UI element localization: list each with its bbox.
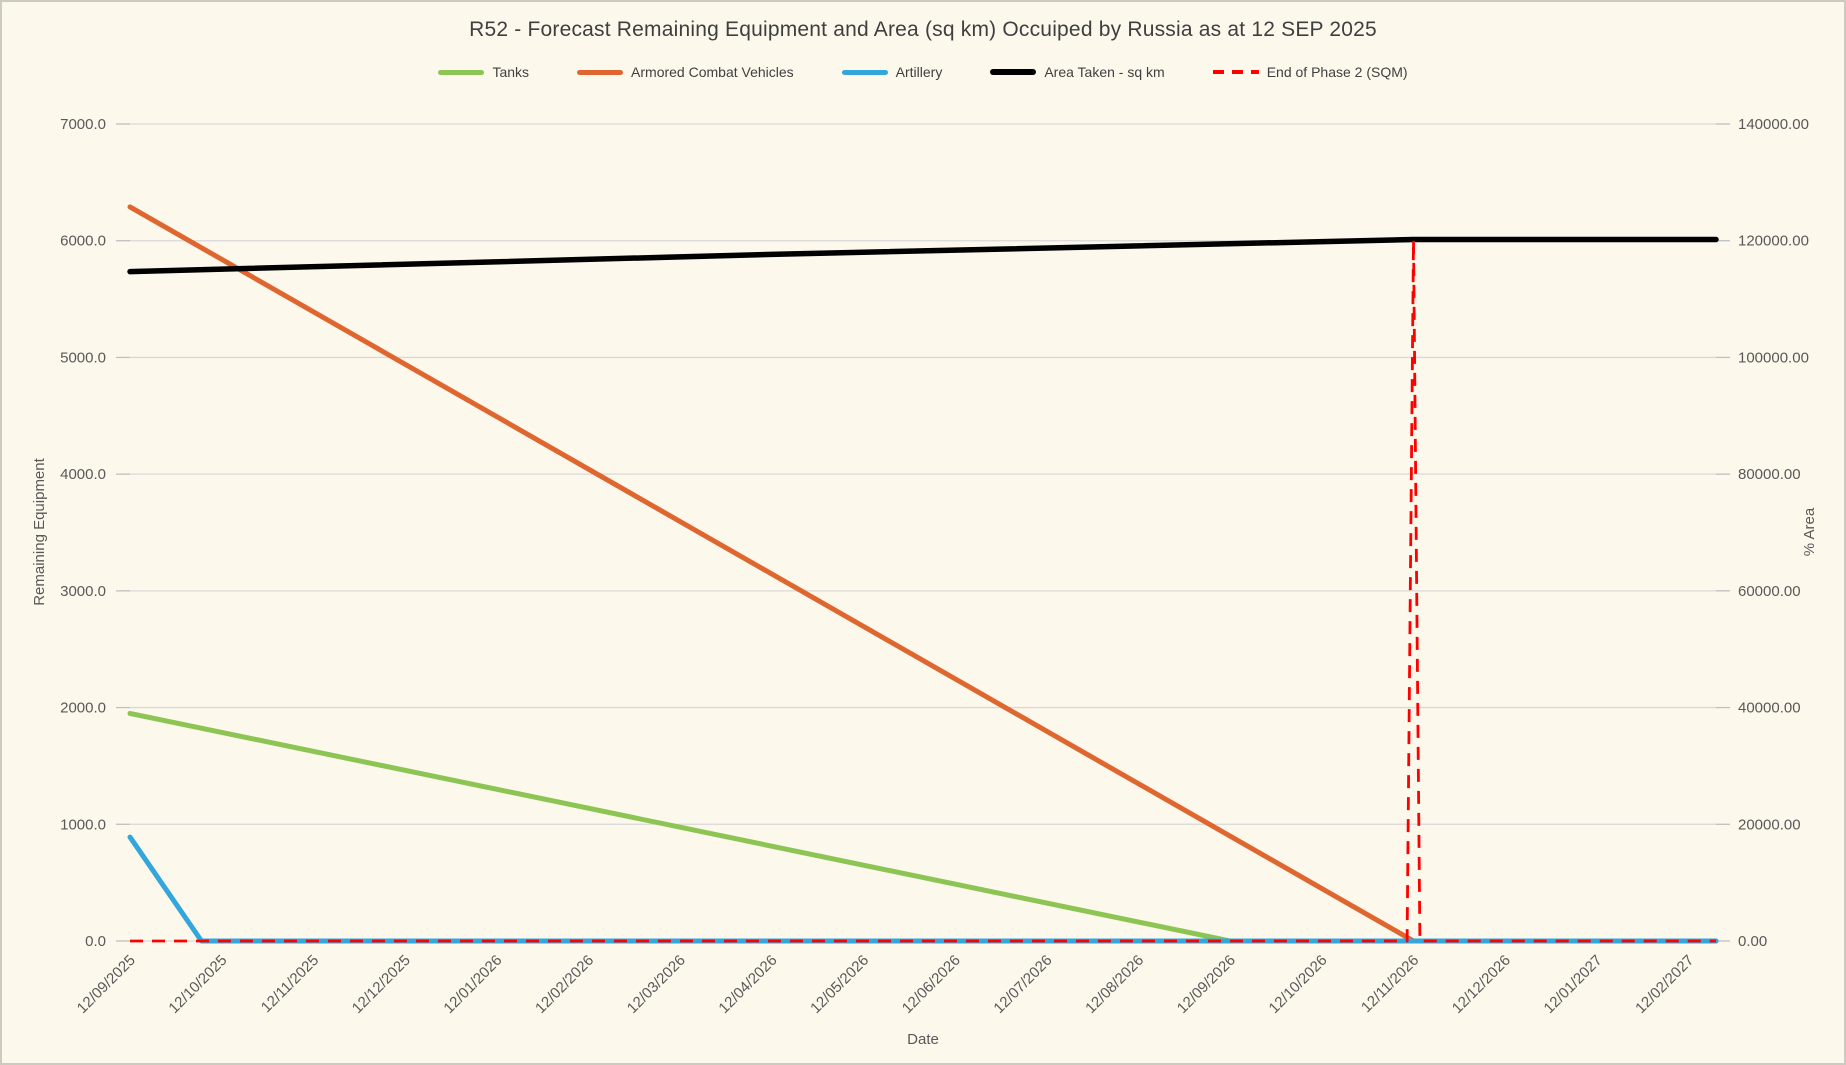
x-axis-tick-label: 12/08/2026 [1082, 952, 1147, 1017]
chart-title: R52 - Forecast Remaining Equipment and A… [469, 18, 1377, 41]
left-axis-tick-label: 7000.0 [60, 116, 106, 133]
x-axis-tick-label: 12/12/2026 [1449, 952, 1514, 1017]
right-axis-tick-label: 100000.00 [1738, 349, 1809, 366]
right-axis-tick-label: 80000.00 [1738, 466, 1801, 483]
legend-item-label: Tanks [492, 64, 530, 80]
left-axis-tick-label: 2000.0 [60, 700, 106, 717]
left-axis-title: Remaining Equipment [31, 457, 48, 605]
legend-item-label: Area Taken - sq km [1044, 64, 1165, 80]
left-axis-tick-label: 0.0 [85, 933, 106, 950]
x-axis-tick-label: 12/06/2026 [899, 952, 964, 1017]
x-axis-tick-label: 12/12/2025 [349, 952, 414, 1017]
right-axis-tick-label: 0.00 [1738, 933, 1767, 950]
x-axis-tick-label: 12/02/2026 [532, 952, 597, 1017]
legend-marker-line [577, 69, 624, 75]
series-line-end-of-phase-2-sqm [130, 238, 1716, 943]
left-axis-tick-label: 1000.0 [60, 816, 106, 833]
series-line-armored-combat-vehicles [127, 204, 1719, 944]
x-axis-title: Date [907, 1031, 939, 1048]
right-axis-tick-label: 40000.00 [1738, 700, 1801, 717]
chart-legend: Tanks Armored Combat Vehicles Artillery Are… [2, 64, 1844, 80]
legend-item-artillery: Artillery [841, 64, 943, 80]
legend-marker-line [990, 69, 1037, 75]
series-line-area-taken-sq-km [127, 236, 1719, 275]
x-axis-tick-label: 12/05/2026 [807, 952, 872, 1017]
right-axis-title: % Area [1801, 507, 1818, 556]
x-axis-tick-label: 12/02/2027 [1632, 952, 1697, 1017]
legend-marker-line [1212, 70, 1259, 74]
left-axis-tick-label: 6000.0 [60, 233, 106, 250]
legend-item-label: Armored Combat Vehicles [631, 64, 794, 80]
legend-item-end-of-phase-2-sqm: End of Phase 2 (SQM) [1212, 64, 1408, 80]
series-line-tanks [127, 710, 1719, 944]
x-axis-tick-label: 12/09/2026 [1174, 952, 1239, 1017]
x-axis-tick-label: 12/01/2026 [440, 952, 505, 1017]
legend-marker-line [438, 69, 485, 75]
right-axis-tick-label: 20000.00 [1738, 816, 1801, 833]
series-line-artillery [127, 834, 1719, 944]
x-axis-tick-label: 12/09/2025 [74, 952, 139, 1017]
right-axis-tick-label: 120000.00 [1738, 233, 1809, 250]
x-axis-tick-label: 12/10/2026 [1266, 952, 1331, 1017]
right-axis-tick-label: 140000.00 [1738, 116, 1809, 133]
legend-item-label: End of Phase 2 (SQM) [1266, 64, 1408, 80]
left-axis-tick-label: 3000.0 [60, 583, 106, 600]
legend-item-area-taken-sq-km: Area Taken - sq km [990, 64, 1165, 80]
left-axis-tick-label: 5000.0 [60, 349, 106, 366]
left-axis-tick-label: 4000.0 [60, 466, 106, 483]
legend-item-label: Artillery [895, 64, 943, 80]
x-axis-tick-label: 12/07/2026 [990, 952, 1055, 1017]
right-axis-tick-label: 60000.00 [1738, 583, 1801, 600]
x-axis-tick-label: 12/11/2025 [258, 952, 322, 1016]
legend-marker-line [841, 69, 888, 75]
legend-item-tanks: Tanks [438, 64, 529, 80]
legend-item-armored-combat-vehicles: Armored Combat Vehicles [577, 64, 794, 80]
x-axis-tick-label: 12/04/2026 [715, 952, 780, 1017]
x-axis-tick-label: 12/03/2026 [624, 952, 689, 1017]
x-axis-tick-label: 12/01/2027 [1541, 952, 1606, 1017]
x-axis-tick-label: 12/10/2025 [165, 952, 230, 1017]
x-axis-tick-label: 12/11/2026 [1358, 952, 1422, 1016]
